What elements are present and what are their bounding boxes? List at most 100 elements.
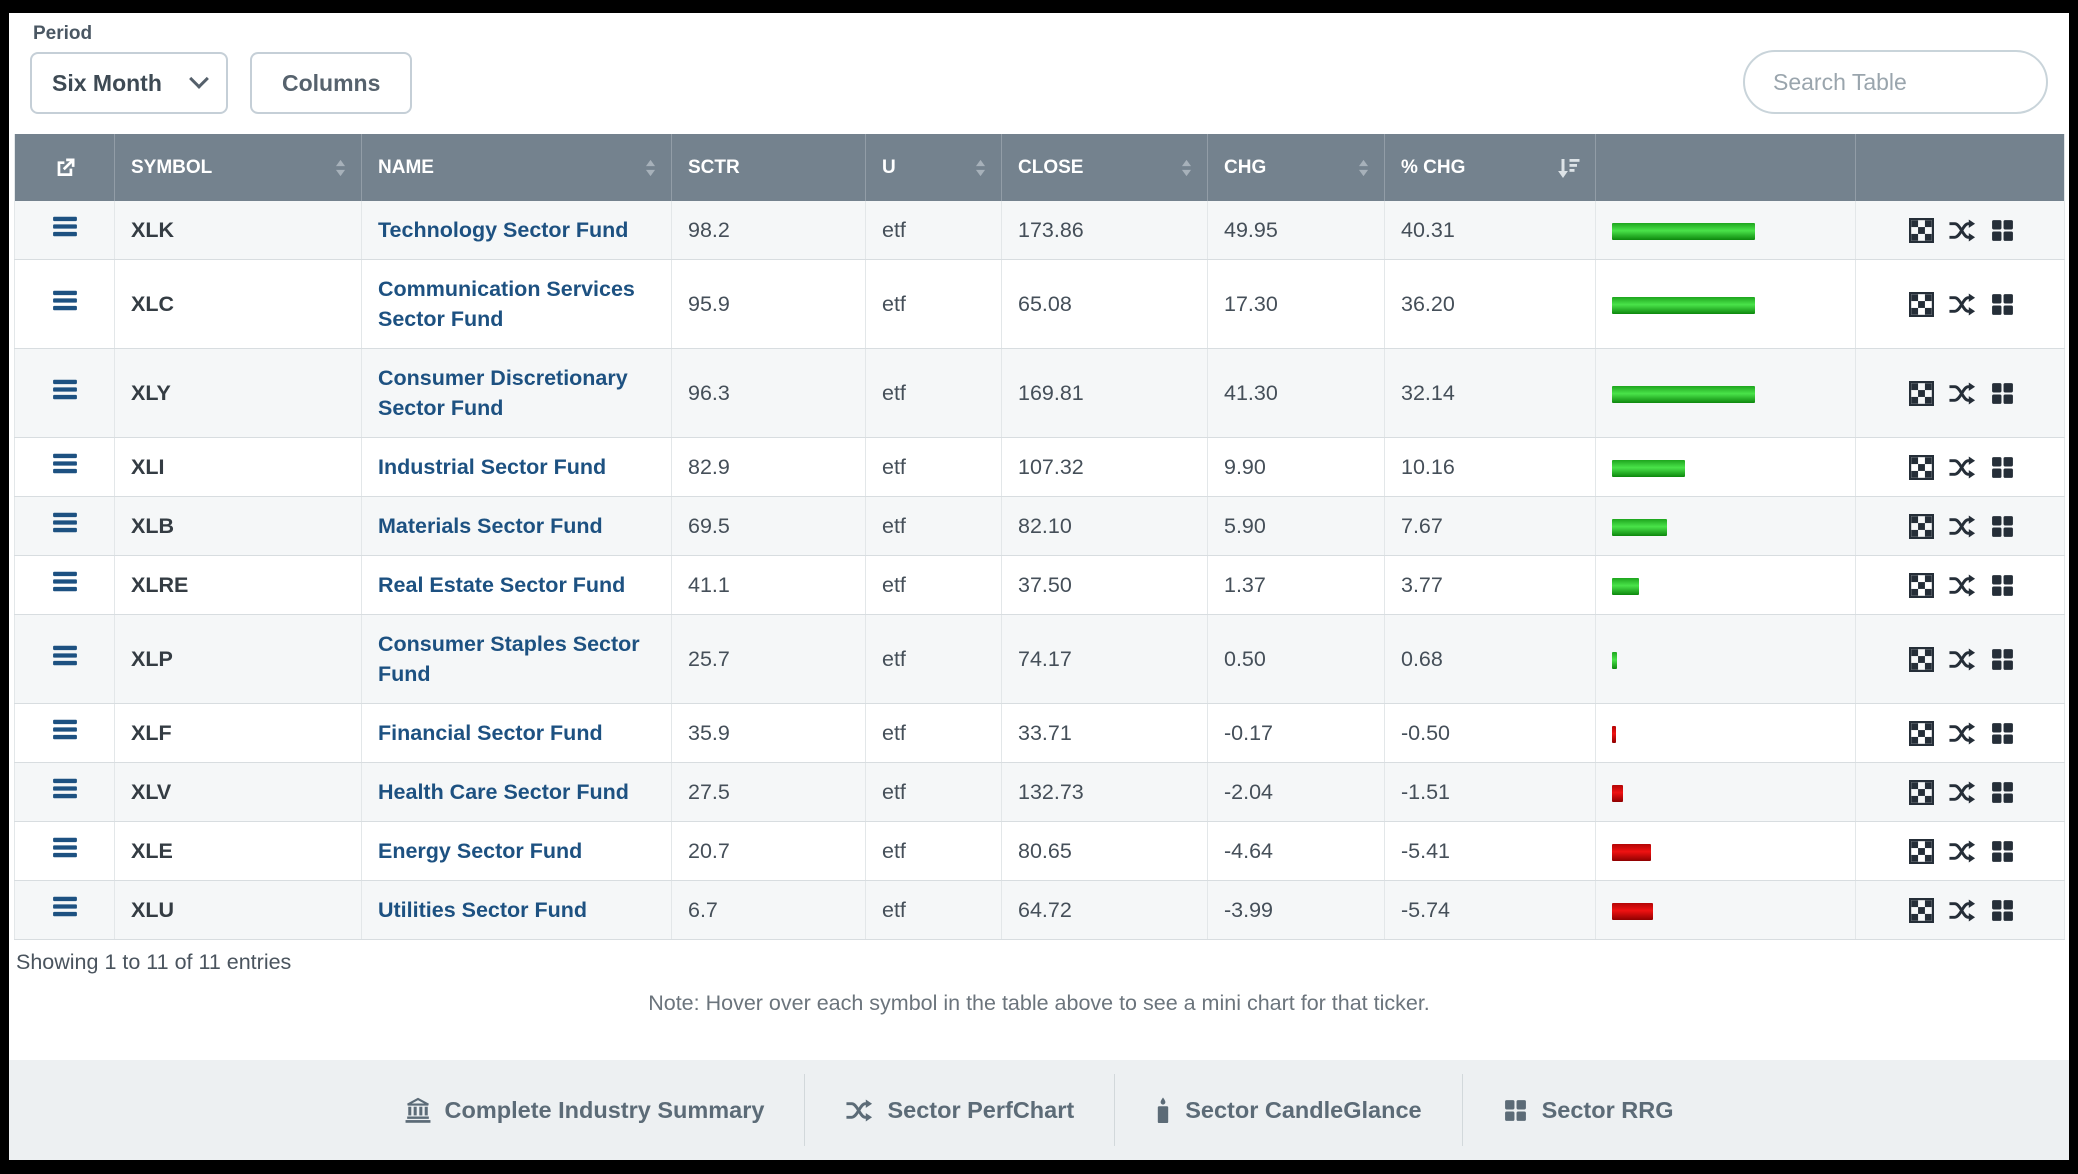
fund-name-link[interactable]: Consumer Staples Sector Fund <box>378 632 640 686</box>
candleglance-icon[interactable] <box>1909 838 1934 864</box>
candleglance-icon[interactable] <box>1909 720 1934 746</box>
table-row-xlu: XLU Utilities Sector Fund 6.7 etf 64.72 -3.99… <box>14 880 2065 940</box>
chg-cell: 5.90 <box>1207 496 1385 556</box>
perfchart-icon[interactable] <box>1948 574 1976 597</box>
rrg-icon[interactable] <box>1990 514 2015 539</box>
candleglance-icon[interactable] <box>1909 897 1934 923</box>
fund-name-link[interactable]: Industrial Sector Fund <box>378 455 607 479</box>
perfchart-icon[interactable] <box>1948 515 1976 538</box>
column-header-symbol[interactable]: SYMBOL <box>114 134 362 201</box>
symbol-cell: XLE <box>114 821 362 881</box>
close-cell: 65.08 <box>1001 259 1208 349</box>
fund-name-link[interactable]: Consumer Discretionary Sector Fund <box>378 366 628 420</box>
row-menu-icon[interactable] <box>52 837 78 858</box>
rrg-icon[interactable] <box>1990 381 2015 406</box>
pct-change-bar <box>1612 843 1651 861</box>
bank-icon <box>405 1097 431 1123</box>
perfchart-icon[interactable] <box>1948 293 1976 316</box>
column-header-label: U <box>882 156 896 178</box>
perfchart-icon[interactable] <box>1948 456 1976 479</box>
footer-link-sector-rrg[interactable]: Sector RRG <box>1461 1074 1714 1146</box>
rrg-icon[interactable] <box>1990 898 2015 923</box>
fund-name-link[interactable]: Real Estate Sector Fund <box>378 573 626 597</box>
rrg-icon[interactable] <box>1990 573 2015 598</box>
close-cell: 169.81 <box>1001 348 1208 438</box>
rrg-icon[interactable] <box>1990 455 2015 480</box>
column-header-u[interactable]: U <box>865 134 1002 201</box>
row-menu-icon[interactable] <box>52 645 78 666</box>
rrg-icon[interactable] <box>1990 839 2015 864</box>
symbol-cell: XLRE <box>114 555 362 615</box>
search-input[interactable] <box>1743 50 2048 114</box>
row-menu-icon[interactable] <box>52 290 78 311</box>
candleglance-icon[interactable] <box>1909 380 1934 406</box>
row-actions-cell <box>1855 496 2065 556</box>
footer-link-complete-industry-summary[interactable]: Complete Industry Summary <box>365 1074 805 1146</box>
rrg-icon[interactable] <box>1990 647 2015 672</box>
footer-link-sector-candleglance[interactable]: Sector CandleGlance <box>1114 1074 1461 1146</box>
perfchart-icon[interactable] <box>1948 219 1976 242</box>
row-menu-icon[interactable] <box>52 719 78 740</box>
rrg-icon[interactable] <box>1990 780 2015 805</box>
column-header-chg[interactable]: % CHG <box>1384 134 1596 201</box>
symbol-cell: XLY <box>114 348 362 438</box>
column-header-chg[interactable]: CHG <box>1207 134 1385 201</box>
row-menu-icon[interactable] <box>52 571 78 592</box>
column-header-external-link[interactable] <box>14 134 115 201</box>
rrg-icon[interactable] <box>1990 292 2015 317</box>
fund-name-link[interactable]: Communication Services Sector Fund <box>378 277 635 331</box>
row-actions-cell <box>1855 821 2065 881</box>
column-header-sctr: SCTR <box>671 134 866 201</box>
fund-name-link[interactable]: Financial Sector Fund <box>378 721 603 745</box>
footer-link-sector-perfchart[interactable]: Sector PerfChart <box>804 1074 1114 1146</box>
row-menu-icon[interactable] <box>52 896 78 917</box>
candleglance-icon[interactable] <box>1909 217 1934 243</box>
sort-arrows-icon <box>974 158 987 178</box>
pct-chg-bar-cell <box>1595 259 1856 349</box>
sector-summary-table: SYMBOL NAME SCTR U CLOSE CHG % CHG XLK Technolo… <box>14 134 2065 940</box>
period-select[interactable]: Six Month <box>30 52 228 114</box>
perfchart-icon[interactable] <box>1948 648 1976 671</box>
column-header-name[interactable]: NAME <box>361 134 672 201</box>
sctr-cell: 6.7 <box>671 880 866 940</box>
fund-name-link[interactable]: Health Care Sector Fund <box>378 780 629 804</box>
row-menu-icon[interactable] <box>52 216 78 237</box>
symbol-cell: XLF <box>114 703 362 763</box>
sctr-cell: 69.5 <box>671 496 866 556</box>
perfchart-icon[interactable] <box>1948 382 1976 405</box>
pct-chg-bar-cell <box>1595 555 1856 615</box>
chg-cell: -0.17 <box>1207 703 1385 763</box>
columns-button[interactable]: Columns <box>250 52 413 114</box>
pct-chg-cell: -5.74 <box>1384 880 1596 940</box>
perfchart-icon[interactable] <box>1948 840 1976 863</box>
column-header-close[interactable]: CLOSE <box>1001 134 1208 201</box>
pct-chg-cell: 36.20 <box>1384 259 1596 349</box>
row-menu-icon[interactable] <box>52 512 78 533</box>
perfchart-icon[interactable] <box>1948 899 1976 922</box>
candleglance-icon[interactable] <box>1909 291 1934 317</box>
fund-name-link[interactable]: Technology Sector Fund <box>378 218 629 242</box>
candleglance-icon[interactable] <box>1909 513 1934 539</box>
table-row-xly: XLY Consumer Discretionary Sector Fund 96.… <box>14 348 2065 438</box>
candleglance-icon[interactable] <box>1909 454 1934 480</box>
row-actions-cell <box>1855 259 2065 349</box>
column-header-label: CLOSE <box>1018 156 1084 178</box>
perfchart-icon[interactable] <box>1948 722 1976 745</box>
row-actions-cell <box>1855 437 2065 497</box>
universe-cell: etf <box>865 614 1002 704</box>
candleglance-icon[interactable] <box>1909 572 1934 598</box>
rrg-icon[interactable] <box>1990 721 2015 746</box>
row-menu-icon[interactable] <box>52 379 78 400</box>
fund-name-link[interactable]: Energy Sector Fund <box>378 839 583 863</box>
perfchart-icon[interactable] <box>1948 781 1976 804</box>
candleglance-icon[interactable] <box>1909 646 1934 672</box>
universe-cell: etf <box>865 201 1002 260</box>
row-menu-icon[interactable] <box>52 778 78 799</box>
fund-name-link[interactable]: Utilities Sector Fund <box>378 898 588 922</box>
row-menu-icon[interactable] <box>52 453 78 474</box>
sctr-cell: 20.7 <box>671 821 866 881</box>
candleglance-icon[interactable] <box>1909 779 1934 805</box>
fund-name-link[interactable]: Materials Sector Fund <box>378 514 603 538</box>
rrg-icon[interactable] <box>1990 218 2015 243</box>
pct-chg-cell: 10.16 <box>1384 437 1596 497</box>
